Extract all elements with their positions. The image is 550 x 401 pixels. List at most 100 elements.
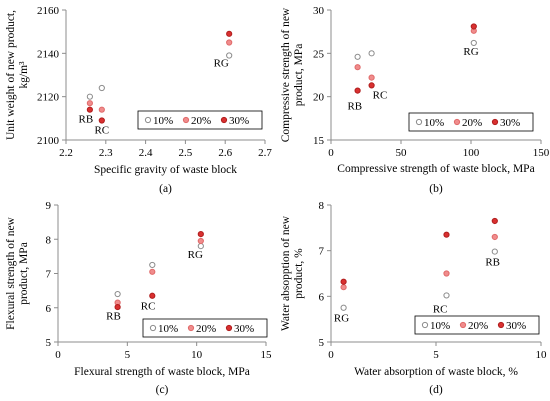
x-tick-label: 5: [433, 349, 439, 361]
data-point-30pct: [149, 292, 156, 299]
legend-label: 30%: [234, 323, 254, 335]
legend-label: 30%: [229, 115, 249, 127]
y-tick-label: 2100: [37, 135, 60, 147]
group-label-rc: RC: [373, 89, 388, 101]
data-point-20pct: [197, 237, 204, 245]
y-axis-label: Compressive strength of newproduct, MPa: [280, 7, 305, 142]
y-axis-label: Unit weight of new product,kg/m³: [5, 10, 30, 140]
data-point-20pct: [354, 64, 361, 71]
x-axis-label: Water absorption of waste block, %: [354, 366, 518, 378]
chart-panel-d: 0 5 10 5 6 7 8 Water absorption of waste block,…: [275, 200, 550, 401]
data-point-30pct: [443, 231, 450, 238]
chart-svg: 2.2 2.3 2.4 2.5 2.6 2.7 2100 2120 2140 2160 Specif…: [5, 5, 272, 195]
y-tick-label: 7: [46, 269, 52, 281]
y-tick-label: 15: [313, 135, 325, 147]
x-tick-label: 2.4: [139, 147, 153, 159]
x-tick-label: 100: [463, 147, 480, 159]
x-tick-label: 2.3: [99, 147, 113, 159]
y-axis-label: Water absopption of newproduct, %: [280, 215, 305, 331]
group-label-rc: RC: [433, 303, 448, 315]
x-axis-label: Flexural strength of waste block, MPa: [74, 366, 250, 378]
legend-marker: [497, 321, 505, 329]
legend-marker: [220, 116, 228, 124]
legend-label: 10%: [430, 320, 450, 332]
group-label-rb: RB: [485, 256, 500, 268]
data-point-20pct: [340, 284, 347, 291]
data-point-10pct: [197, 243, 204, 250]
x-tick-label: 10: [191, 349, 203, 361]
group-label-rb: RB: [79, 114, 94, 126]
legend-label: 20%: [462, 117, 482, 129]
data-point-30pct: [114, 303, 121, 311]
y-tick-label: 2120: [37, 92, 60, 104]
group-label-rg: RG: [214, 57, 229, 69]
legend: 10% 20% 30%: [408, 112, 534, 132]
y-tick-label: 7: [319, 246, 325, 258]
x-tick-label: 50: [396, 147, 408, 159]
legend-marker: [453, 118, 461, 126]
data-point-20pct: [368, 74, 375, 81]
x-tick-label: 2.6: [218, 147, 232, 159]
y-tick-label: 6: [319, 291, 325, 303]
legend-marker: [491, 118, 499, 126]
x-axis-label: Compressive strength of waste block, MPa: [337, 163, 534, 175]
legend-marker: [187, 324, 195, 332]
legend-box: [137, 110, 263, 130]
legend-label: 10%: [424, 117, 444, 129]
data-point-10pct: [86, 93, 93, 100]
x-tick-label: 2.7: [258, 147, 272, 159]
legend-marker: [421, 321, 429, 329]
legend-label: 20%: [196, 323, 216, 335]
data-point-10pct: [443, 292, 450, 299]
group-label-rg: RG: [188, 249, 203, 261]
legend: 10% 20% 30%: [414, 315, 540, 335]
panel-label: (b): [429, 183, 443, 195]
data-point-10pct: [226, 52, 233, 59]
y-tick-label: 8: [46, 234, 52, 246]
data-point-10pct: [114, 290, 121, 298]
data-point-10pct: [491, 248, 498, 255]
data-point-20pct: [98, 106, 105, 113]
group-label-rb: RB: [106, 311, 121, 323]
group-label-rg: RG: [463, 46, 478, 58]
x-axis-label: Specific gravity of waste block: [94, 164, 237, 176]
x-tick-label: 0: [55, 349, 61, 361]
panel-label: (a): [159, 183, 172, 195]
data-point-10pct: [340, 304, 347, 311]
legend-marker: [415, 118, 423, 126]
y-tick-label: 30: [313, 5, 325, 17]
legend-label: 10%: [153, 115, 173, 127]
legend-marker: [225, 324, 233, 332]
legend-box: [142, 318, 268, 338]
data-point-10pct: [98, 84, 105, 92]
x-tick-label: 150: [533, 147, 550, 159]
y-tick-label: 8: [319, 200, 325, 212]
chart-panel-b: 0 50 100 150 15 20 25 30 Compressive strength of…: [275, 0, 550, 200]
panel-label: (c): [156, 384, 169, 396]
y-tick-label: 6: [46, 303, 52, 315]
legend-label: 30%: [506, 320, 526, 332]
data-point-10pct: [354, 53, 361, 60]
data-point-10pct: [368, 50, 375, 57]
legend-label: 20%: [191, 115, 211, 127]
legend-marker: [182, 116, 190, 124]
group-label-rc: RC: [141, 300, 156, 312]
x-tick-label: 15: [261, 349, 273, 361]
y-tick-label: 5: [46, 337, 52, 349]
x-tick-label: 2.2: [59, 147, 73, 159]
chart-panel-a: 2.2 2.3 2.4 2.5 2.6 2.7 2100 2120 2140 2160 Specif…: [0, 0, 275, 200]
legend: 10% 20% 30%: [137, 110, 263, 130]
legend-marker: [459, 321, 467, 329]
y-tick-label: 9: [46, 200, 52, 212]
data-point-30pct: [226, 30, 233, 37]
chart-svg: 0 50 100 150 15 20 25 30 Compressive strength of…: [280, 5, 550, 195]
x-tick-label: 2.5: [179, 147, 193, 159]
legend-box: [414, 315, 540, 335]
x-tick-label: 5: [125, 349, 131, 361]
x-tick-label: 10: [536, 349, 548, 361]
data-point-20pct: [149, 268, 156, 275]
data-point-30pct: [340, 278, 347, 285]
legend: 10% 20% 30%: [142, 318, 268, 338]
data-point-10pct: [470, 39, 477, 47]
